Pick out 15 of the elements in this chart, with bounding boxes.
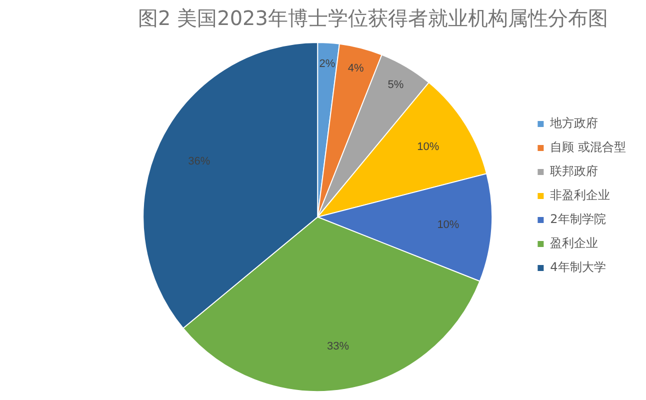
data-label: 5%	[388, 78, 404, 91]
data-label: 33%	[327, 340, 350, 352]
data-label: 4%	[348, 62, 364, 74]
legend-label: 2年制学院	[550, 212, 606, 226]
data-label: 10%	[417, 140, 440, 153]
data-label: 2%	[319, 58, 336, 70]
legend-label: 地方政府	[549, 116, 598, 130]
chart-title: 图2 美国2023年博士学位获得者就业机构属性分布图	[138, 6, 608, 30]
data-label: 36%	[188, 155, 210, 168]
legend-label: 联邦政府	[550, 164, 598, 178]
legend-label: 非盈利企业	[550, 188, 610, 202]
data-label: 10%	[437, 219, 460, 232]
legend-label: 自顾 或混合型	[550, 140, 626, 154]
legend-label: 4年制大学	[550, 260, 606, 274]
legend-label: 盈利企业	[550, 236, 598, 250]
